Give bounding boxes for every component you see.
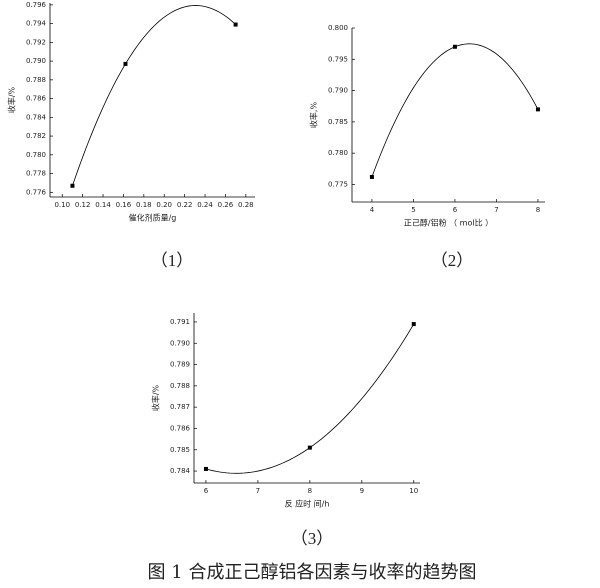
y-tick-label: 0.778 (26, 170, 46, 178)
y-tick-label: 0.780 (26, 151, 46, 159)
fit-curve (371, 43, 539, 178)
data-point (203, 466, 208, 471)
x-tick-label: 6 (453, 206, 458, 214)
x-tick-label: 0.16 (116, 201, 132, 209)
data-point (123, 61, 128, 66)
x-tick-label: 8 (536, 206, 540, 214)
y-axis-label: 收率/% (151, 384, 161, 411)
fit-curve (72, 5, 236, 186)
y-tick-label: 0.784 (26, 113, 47, 121)
x-tick-label: 0.28 (238, 201, 254, 209)
x-tick-label: 0.18 (136, 201, 152, 209)
y-tick-label: 0.788 (26, 76, 46, 84)
x-tick-label: 0.22 (177, 201, 193, 209)
x-tick-label: 7 (256, 487, 260, 495)
y-tick-label: 0.786 (26, 95, 47, 103)
y-tick-label: 0.785 (170, 446, 190, 454)
data-point (307, 445, 312, 450)
x-tick-label: 6 (204, 487, 209, 495)
y-tick-label: 0.790 (328, 87, 348, 95)
y-tick-label: 0.795 (328, 55, 348, 63)
x-tick-label: 10 (409, 487, 418, 495)
y-tick-label: 0.800 (328, 24, 348, 32)
y-tick-label: 0.784 (170, 467, 191, 475)
x-axis-label: 催化剂质量/g (129, 213, 177, 223)
x-tick-label: 0.26 (218, 201, 234, 209)
y-tick-label: 0.785 (328, 118, 348, 126)
y-tick-label: 0.794 (26, 20, 47, 28)
x-tick-label: 0.20 (156, 201, 172, 209)
y-tick-label: 0.791 (170, 318, 190, 326)
fit-curve (205, 323, 415, 474)
x-tick-label: 0.14 (95, 201, 111, 209)
chart-panel: 4 5 6 7 8 0.775 0.780 0.785 0.790 0.795 0.800 正己醇/铝… (309, 24, 545, 270)
y-tick-label: 0.796 (26, 1, 47, 9)
x-tick-label: 4 (370, 206, 375, 214)
y-tick-label: 0.775 (328, 180, 348, 188)
y-tick-label: 0.780 (328, 149, 348, 157)
figure-caption: 图 1 合成正己醇铝各因素与收率的趋势图 (148, 562, 477, 583)
data-point (535, 107, 540, 112)
y-axis-label: 收率/% (7, 86, 17, 113)
y-axis-label: 收率,% (309, 102, 319, 129)
x-tick-label: 9 (360, 487, 364, 495)
y-tick-label: 0.790 (170, 339, 190, 347)
y-tick-label: 0.790 (26, 57, 46, 65)
x-tick-label: 0.10 (54, 201, 70, 209)
chart-panel: 6 7 8 9 10 0.784 0.785 0.786 0.787 0.788 0.789 0.79… (151, 313, 420, 548)
x-tick-label: 5 (411, 206, 415, 214)
x-tick-label: 8 (308, 487, 312, 495)
data-point (70, 183, 75, 188)
y-tick-label: 0.792 (26, 38, 46, 46)
y-tick-label: 0.786 (170, 424, 191, 432)
y-tick-label: 0.788 (170, 382, 190, 390)
y-tick-label: 0.782 (26, 132, 46, 140)
panel-caption: （1） (151, 251, 194, 270)
x-tick-label: 7 (494, 206, 498, 214)
data-point (452, 44, 457, 49)
data-point (233, 22, 238, 27)
y-tick-label: 0.776 (26, 188, 47, 196)
chart-panel: 0.10 0.12 0.14 0.16 0.18 0.20 0.22 0.24 0.26 0.28… (7, 1, 255, 270)
x-axis-label: 反 应时 间/h (285, 499, 330, 509)
y-tick-label: 0.789 (170, 361, 190, 369)
x-tick-label: 0.24 (197, 201, 213, 209)
x-axis-label: 正己醇/铝粉 （ mol比 ） (404, 218, 493, 228)
x-tick-label: 0.12 (75, 201, 91, 209)
panel-caption: （3） (291, 529, 334, 548)
panel-caption: （2） (431, 251, 474, 270)
y-tick-label: 0.787 (170, 403, 190, 411)
data-point (411, 322, 416, 327)
data-point (369, 174, 374, 179)
